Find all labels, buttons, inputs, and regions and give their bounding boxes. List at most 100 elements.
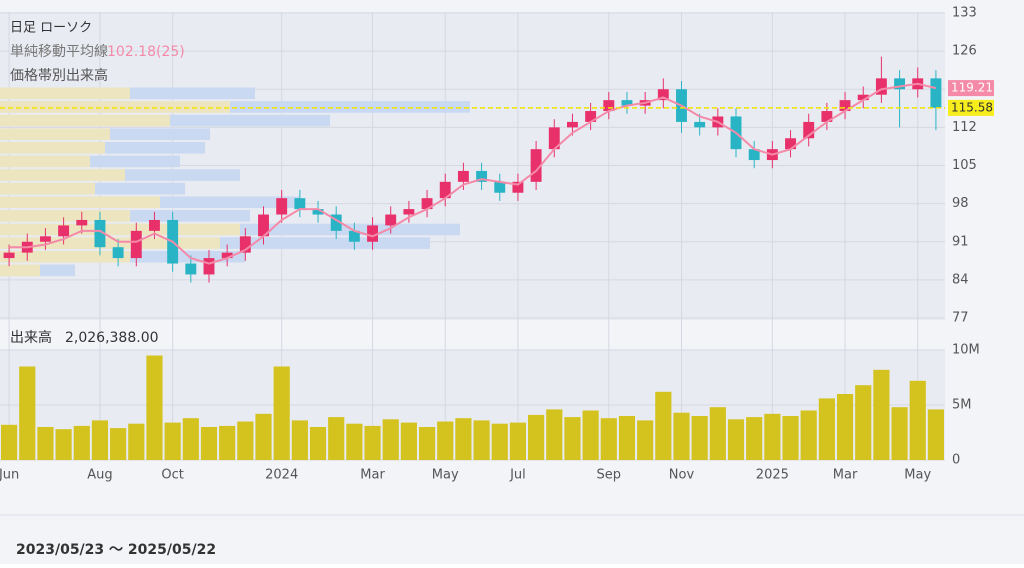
volume-bar (473, 420, 490, 460)
profile-sell (110, 128, 210, 140)
ma-badge (948, 80, 994, 97)
volume-bar (528, 414, 545, 460)
profile-buy (0, 237, 220, 249)
candle-body (494, 181, 506, 193)
x-tick-label: Jun (0, 468, 19, 483)
candle-body (130, 230, 142, 259)
x-tick-label: 2024 (265, 468, 298, 483)
profile-sell (125, 169, 240, 181)
candle-body (112, 247, 124, 259)
profile-sell (170, 114, 330, 127)
volume-bar (909, 380, 926, 460)
candle-body (548, 127, 560, 150)
candle-body (76, 219, 88, 226)
volume-bar (891, 407, 908, 460)
candle-body (585, 111, 597, 122)
volume-bar (655, 391, 672, 460)
candle-body (857, 94, 869, 101)
volume-bar (727, 419, 745, 460)
profile-buy (0, 223, 240, 236)
y-tick-label: 91 (952, 234, 969, 249)
volume-bar (618, 416, 636, 460)
profile-buy (0, 169, 125, 181)
volume-bar (855, 385, 872, 460)
x-tick-label: Jul (509, 468, 526, 483)
volume-bar (673, 412, 690, 460)
ma-label: 102.18(25) (107, 44, 185, 60)
volume-bar (182, 418, 199, 460)
volume-bar (346, 423, 363, 460)
y-tick-label: 126 (952, 44, 977, 59)
candle-body (476, 170, 488, 182)
candle-body (839, 100, 851, 112)
volume-bar (309, 427, 327, 460)
profile-sell (230, 101, 470, 113)
volume-bar (455, 418, 472, 460)
volume-bar (91, 420, 109, 460)
y-tick-label: 98 (952, 196, 969, 211)
y-tick-label: 5M (952, 398, 972, 413)
profile-buy (0, 155, 90, 168)
volume-bar (55, 429, 72, 460)
candle-body (330, 214, 342, 231)
candle-body (821, 111, 833, 122)
profile-buy (0, 141, 105, 154)
profile-sell (105, 141, 205, 154)
profile-buy (0, 87, 130, 100)
candle-body (512, 181, 524, 193)
candle-body (930, 78, 942, 108)
profile-sell (240, 223, 460, 236)
candle-body (457, 170, 469, 182)
volume-bar (418, 427, 436, 460)
volume-bar (546, 409, 563, 460)
candle-body (258, 214, 269, 237)
candle-body (403, 209, 415, 215)
profile-sell (95, 182, 185, 195)
volume-bar (1, 424, 18, 460)
y-tick-label: 105 (952, 158, 977, 173)
volume-bar (637, 420, 654, 460)
chart-title: 日足 ローソク (10, 21, 92, 36)
profile-sell (160, 196, 300, 209)
profile-sell (90, 155, 180, 168)
candle-body (94, 219, 106, 248)
candle-body (785, 138, 796, 150)
profile-buy (0, 196, 160, 209)
volume-bar (237, 421, 254, 460)
x-tick-label: May (904, 468, 931, 483)
volume-bar (873, 369, 890, 460)
volume-bar (600, 418, 617, 460)
profile-sell (130, 250, 245, 263)
volume-bar (328, 417, 345, 460)
y-tick-label: 10M (952, 343, 980, 358)
profile-sell (130, 87, 255, 100)
period: 2023/05/23 〜 2025/05/22 (16, 542, 216, 558)
candle-body (203, 258, 215, 275)
profile-sell (130, 210, 250, 222)
volume-bar (255, 413, 272, 460)
volume-bar (836, 394, 854, 460)
candle-body (312, 209, 324, 215)
candle-body (348, 230, 360, 242)
candle-body (567, 121, 578, 128)
y-tick-label: 133 (952, 6, 977, 21)
volume-bar (709, 407, 726, 460)
profile-buy (0, 250, 130, 263)
candle-body (748, 149, 760, 161)
volume-title: 出来高 (10, 329, 52, 346)
candle-body (385, 214, 397, 226)
candle-body (894, 78, 906, 90)
volume-bar (164, 422, 181, 460)
candle-body (875, 78, 887, 95)
y-tick-label: 84 (952, 272, 969, 287)
ma-line (9, 82, 937, 265)
profile-buy (0, 210, 130, 222)
price-badge-label: 115.58 (951, 100, 993, 114)
volume-bar (437, 421, 454, 460)
volume-bar (200, 427, 218, 460)
candle-body (58, 225, 70, 237)
price-badge (948, 99, 994, 116)
x-tick-label: Mar (360, 468, 385, 483)
